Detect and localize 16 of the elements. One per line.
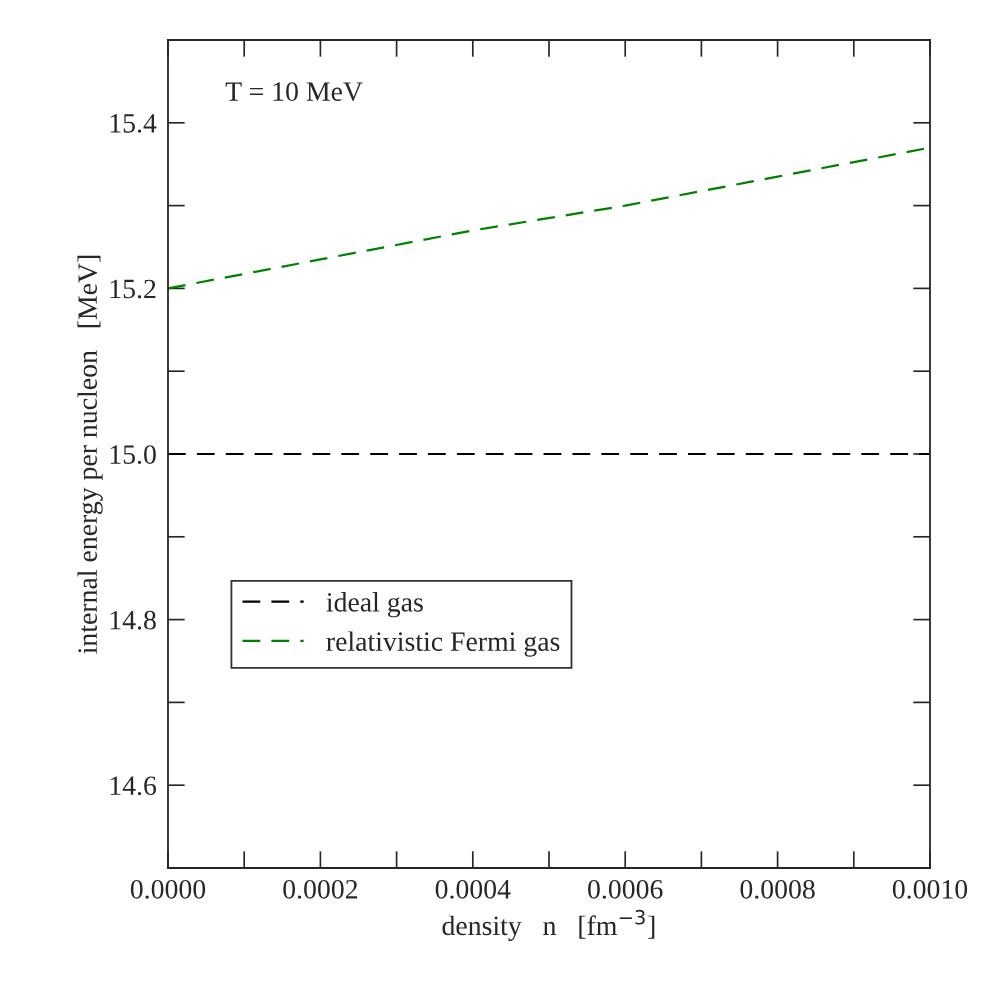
x-axis-title: density n [fm$^{−3}$]: [442, 909, 655, 941]
legend-label: relativistic Fermi gas: [326, 631, 560, 657]
y-tick-label: 14.8: [110, 610, 156, 630]
y-axis-title: internal energy per nucleon [MeV]: [77, 255, 103, 654]
x-tick-label: 0.0010: [892, 879, 968, 899]
annotation: T = 10 MeV: [225, 82, 363, 102]
y-tick-label: 15.2: [110, 279, 156, 299]
y-tick-label: 15.4: [110, 114, 157, 133]
x-tick-label: 0.0000: [130, 879, 206, 899]
x-tick-label: 0.0008: [740, 879, 815, 899]
x-tick-label: 0.0006: [588, 879, 663, 899]
y-tick-label: 15.0: [110, 445, 156, 465]
x-tick-label: 0.0004: [435, 879, 511, 899]
legend-label: ideal gas: [326, 592, 423, 618]
y-tick-label: 14.6: [110, 776, 157, 796]
x-tick-label: 0.0002: [283, 879, 358, 899]
